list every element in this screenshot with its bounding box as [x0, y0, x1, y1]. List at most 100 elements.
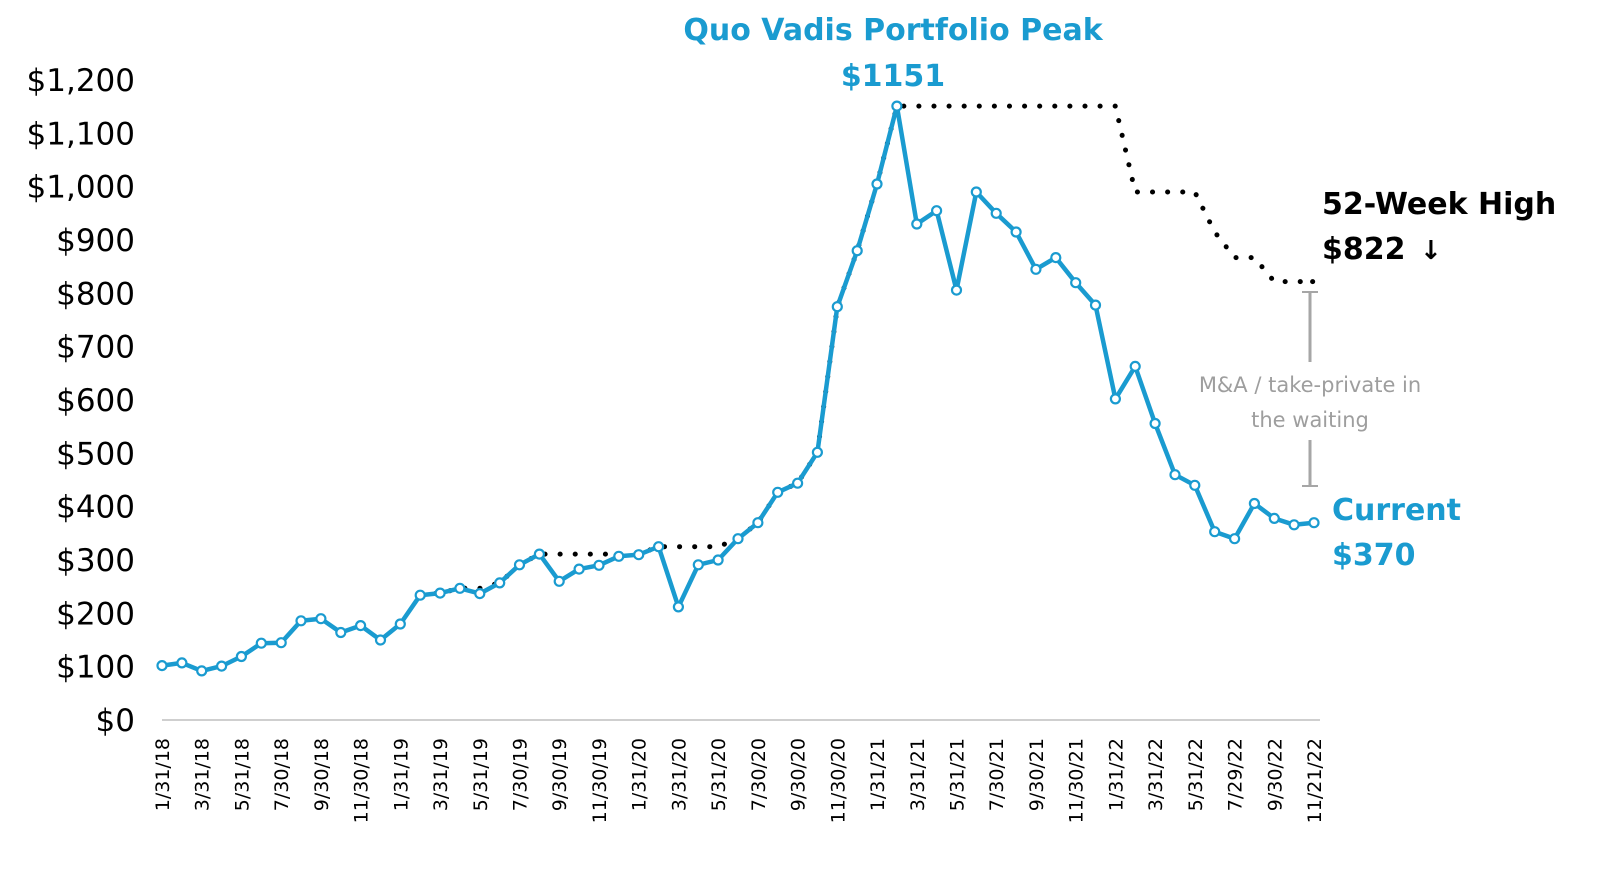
data-point — [791, 477, 804, 489]
x-tick-label: 5/31/19 — [470, 738, 492, 811]
y-tick-label: $600 — [56, 383, 135, 419]
x-tick-label: 9/30/18 — [311, 738, 333, 811]
data-point — [474, 587, 486, 600]
data-point — [1030, 263, 1042, 275]
data-point — [355, 619, 367, 632]
x-tick-label: 7/30/20 — [748, 738, 770, 811]
data-point — [911, 218, 923, 230]
data-point — [216, 660, 228, 672]
data-point — [1308, 517, 1320, 529]
data-point — [235, 650, 247, 663]
y-tick-label: $300 — [56, 543, 135, 579]
data-point — [414, 589, 426, 601]
x-tick-label: 1/31/18 — [152, 738, 174, 811]
x-tick-label: 7/30/19 — [510, 738, 532, 811]
data-point — [990, 207, 1002, 219]
high-value: $822 — [1322, 232, 1406, 267]
data-point — [434, 587, 446, 599]
data-point — [811, 446, 824, 458]
x-tick-label: 11/30/18 — [351, 738, 373, 823]
data-point — [871, 178, 883, 190]
y-tick-label: $1,000 — [27, 170, 135, 206]
data-point — [335, 626, 347, 639]
high-title: 52-Week High — [1322, 187, 1556, 222]
data-point — [196, 665, 208, 677]
data-point — [613, 550, 625, 562]
data-point — [772, 486, 784, 498]
x-tick-label: 9/30/21 — [1026, 738, 1048, 811]
x-tick-label: 7/30/21 — [986, 738, 1008, 811]
x-tick-label: 11/30/20 — [827, 738, 849, 823]
data-point — [533, 548, 546, 560]
current-title: Current — [1332, 493, 1461, 528]
data-point — [1248, 497, 1261, 510]
peak-value: $1151 — [841, 59, 945, 94]
data-point — [1149, 417, 1161, 430]
x-tick-label: 1/31/20 — [629, 738, 651, 811]
y-tick-label: $100 — [56, 650, 135, 686]
x-tick-label: 3/31/21 — [907, 738, 929, 811]
y-tick-label: $200 — [56, 596, 135, 632]
x-tick-label: 9/30/19 — [549, 738, 571, 811]
x-tick-label: 1/31/19 — [390, 738, 412, 811]
portfolio-series — [156, 100, 1320, 677]
data-point — [831, 301, 843, 313]
x-tick-label: 5/31/18 — [231, 738, 253, 811]
y-tick-label: $800 — [56, 276, 135, 312]
data-point — [633, 549, 645, 561]
data-point — [374, 634, 387, 646]
y-tick-label: $400 — [56, 490, 135, 526]
data-point — [1189, 479, 1201, 491]
data-point — [970, 186, 982, 198]
portfolio-line — [161, 103, 1315, 674]
data-point — [275, 637, 287, 649]
y-tick-label: $900 — [56, 223, 135, 259]
x-tick-label: 11/30/19 — [589, 738, 611, 823]
x-tick-label: 3/31/20 — [668, 738, 690, 811]
x-tick-label: 5/31/20 — [708, 738, 730, 811]
data-point — [494, 577, 506, 589]
high-water-mark-series — [417, 103, 1314, 598]
data-point — [1070, 277, 1082, 289]
x-tick-label: 9/30/20 — [788, 738, 810, 811]
gap-label-line1: M&A / take-private in — [1199, 373, 1421, 397]
data-point — [156, 659, 168, 672]
data-point — [692, 559, 704, 571]
high-water-mark-line — [417, 103, 1314, 598]
x-tick-label: 3/31/22 — [1145, 738, 1167, 811]
high-arrow: ↓ — [1420, 236, 1442, 266]
data-point — [891, 100, 903, 112]
data-point — [1268, 512, 1280, 525]
data-point — [1228, 533, 1241, 545]
x-tick-label: 3/31/18 — [192, 738, 214, 811]
data-point — [1050, 252, 1062, 264]
data-point — [1109, 393, 1122, 405]
x-tick-label: 11/21/22 — [1304, 738, 1326, 823]
data-point — [454, 582, 466, 594]
annotations: Quo Vadis Portfolio Peak $1151 52-Week H… — [683, 13, 1556, 573]
data-point — [573, 563, 585, 575]
data-point — [513, 559, 526, 571]
data-point — [394, 618, 406, 630]
data-point — [752, 517, 764, 529]
data-point — [851, 245, 863, 257]
data-point — [1089, 299, 1102, 311]
peak-title: Quo Vadis Portfolio Peak — [683, 13, 1103, 48]
data-point — [295, 615, 307, 627]
x-axis: 1/31/18 3/31/18 5/31/18 7/30/18 9/30/18 11/30… — [152, 738, 1326, 823]
data-point — [593, 559, 605, 571]
data-point — [315, 613, 327, 625]
current-value: $370 — [1332, 538, 1416, 573]
x-tick-label: 7/29/22 — [1225, 738, 1247, 811]
x-tick-label: 5/31/22 — [1185, 738, 1207, 811]
data-point — [1209, 526, 1221, 538]
data-point — [176, 657, 188, 669]
data-point — [553, 575, 565, 587]
data-point — [1010, 226, 1022, 238]
y-tick-label: $500 — [56, 436, 135, 472]
data-point — [652, 541, 665, 553]
y-axis: $0 $100 $200 $300 $400 $500 $600 $700 $800 $900 $1… — [27, 63, 135, 739]
y-tick-label: $1,200 — [27, 63, 135, 99]
data-point — [1169, 469, 1181, 481]
x-tick-label: 7/30/18 — [271, 738, 293, 811]
